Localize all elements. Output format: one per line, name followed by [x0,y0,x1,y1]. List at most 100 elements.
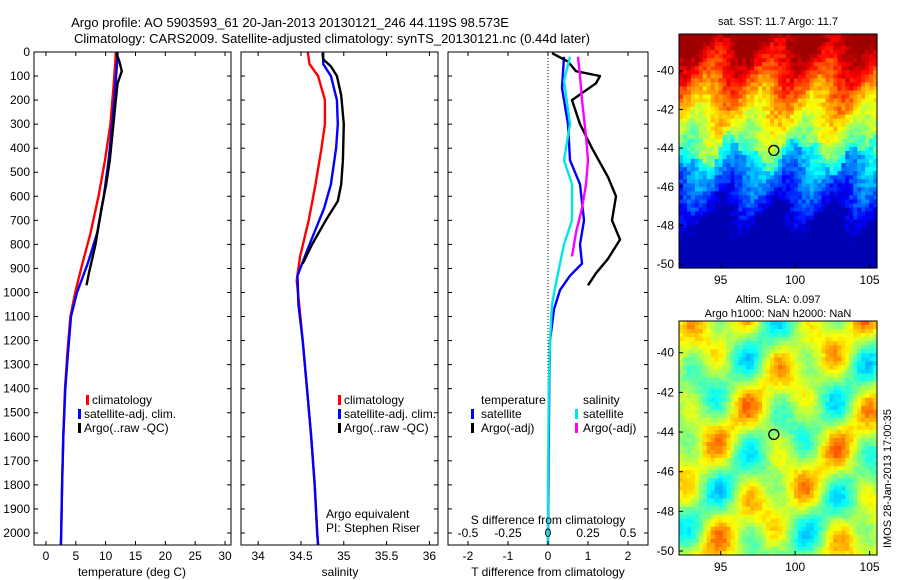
map-cell [762,183,767,188]
map-cell [829,98,835,104]
map-cell [694,255,700,261]
map-cell [869,183,874,188]
map-cell [706,454,712,459]
map-cell [845,349,850,354]
map-cell [781,183,787,188]
map-cell [829,389,835,395]
map-cell [825,122,831,128]
map-cell [813,401,819,407]
map-cell [694,203,700,209]
map-cell [813,397,819,403]
map-cell [770,191,775,196]
map-cell [789,102,795,108]
map-cell [873,38,878,43]
map-cell [698,62,704,67]
map-cell [750,203,755,209]
map-cell [845,138,850,144]
map-cell [813,259,819,265]
map-cell [742,70,747,75]
map-cell [778,385,783,391]
map-cell [813,183,819,188]
map-cell [793,227,799,233]
map-cell [718,433,724,439]
map-cell [825,102,831,108]
map-cell [865,106,870,112]
map-cell [750,171,755,176]
map-cell [845,243,850,249]
map-cell [679,195,684,201]
map-cell [849,373,854,379]
map-cell [770,66,775,71]
map-cell [821,203,827,209]
map-cell [714,227,720,233]
map-cell [845,341,850,346]
map-cell [698,175,704,180]
map-cell [706,353,712,358]
map-cell [686,341,692,346]
map-cell [766,409,771,415]
map-cell [785,130,791,136]
map-cell [746,329,751,334]
map-cell [853,405,858,411]
map-cell [730,90,736,96]
map-cell [845,405,850,411]
map-cell [869,429,874,435]
map-cell [714,106,720,112]
map-cell [698,130,704,136]
map-cell [857,62,862,67]
map-cell [801,425,807,431]
map-cell [873,413,878,419]
map-cell [825,175,831,180]
map-cell [821,223,827,229]
map-cell [738,94,743,100]
map-cell [817,337,823,342]
map-cell [738,369,743,375]
map-cell [710,442,716,447]
map-cell [785,458,791,463]
map-cell [841,341,846,346]
map-cell [774,231,779,237]
map-cell [742,46,747,51]
map-cell [817,151,823,156]
map-cell [825,134,831,140]
map-cell [857,409,862,415]
map-cell [714,433,720,439]
map-cell [849,381,854,387]
series-line-climatology [295,51,327,546]
map-cell [797,446,803,451]
map-cell [857,191,862,196]
map-cell [869,118,874,124]
map-cell [837,66,842,71]
x-tick-label: 20 [159,549,173,563]
map-cell [805,377,811,383]
map-cell [766,353,771,358]
map-cell [730,126,736,132]
map-cell [750,46,755,51]
map-cell [853,195,858,201]
map-cell [706,70,712,75]
map-cell [817,429,823,435]
map-cell [714,385,720,391]
map-cell [793,345,799,350]
map-cell [706,433,712,439]
map-cell [774,259,779,265]
map-cell [841,90,846,96]
map-cell [829,78,835,84]
map-cell [809,235,815,241]
map-cell [702,155,708,160]
map-cell [682,171,688,176]
map-cell [778,429,783,435]
map-cell [837,58,842,63]
map-cell [833,421,838,427]
map-cell [710,58,716,63]
map-cell [754,134,759,140]
map-cell [762,401,767,407]
map-cell [750,349,755,354]
map-cell [698,223,704,229]
map-cell [849,454,854,459]
map-cell [682,417,688,423]
map-cell [758,389,763,395]
map-cell [714,110,720,116]
map-cell [865,235,870,241]
map-cell [682,219,688,225]
